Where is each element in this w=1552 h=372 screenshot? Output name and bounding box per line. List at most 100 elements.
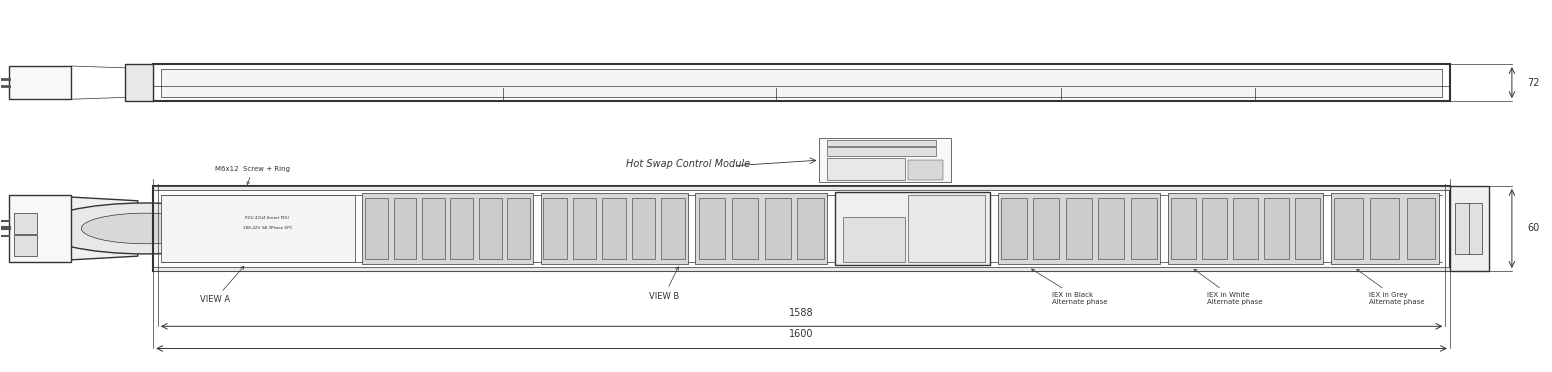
Circle shape (1299, 228, 1305, 229)
Circle shape (81, 213, 210, 244)
Circle shape (427, 228, 431, 229)
Circle shape (714, 228, 720, 229)
Bar (543, 198, 566, 259)
Bar (9, 195, 71, 262)
Circle shape (1248, 228, 1254, 229)
Text: IEX in Black
Alternate phase: IEX in Black Alternate phase (1032, 269, 1107, 305)
Circle shape (607, 228, 611, 229)
Circle shape (1175, 228, 1181, 229)
Bar (540, 193, 688, 264)
Circle shape (39, 203, 253, 254)
Circle shape (397, 228, 404, 229)
Circle shape (1038, 228, 1044, 229)
Bar (508, 198, 529, 259)
Circle shape (1279, 228, 1285, 229)
Circle shape (1071, 228, 1077, 229)
Bar (9, 66, 71, 99)
Text: M6x12  Screw + Ring: M6x12 Screw + Ring (216, 166, 290, 185)
Circle shape (464, 228, 469, 229)
Circle shape (548, 228, 554, 229)
Text: IEX in Grey
Alternate phase: IEX in Grey Alternate phase (1356, 269, 1425, 305)
Circle shape (435, 228, 441, 229)
Bar (573, 198, 596, 259)
Circle shape (1080, 228, 1088, 229)
Circle shape (813, 228, 819, 229)
Circle shape (666, 228, 670, 229)
Circle shape (1006, 228, 1012, 229)
Bar (908, 195, 986, 262)
Bar (661, 198, 684, 259)
Bar (827, 147, 936, 157)
Polygon shape (71, 197, 138, 260)
Bar (1454, 203, 1482, 254)
Circle shape (492, 228, 498, 229)
Bar (908, 160, 944, 180)
Bar (602, 198, 625, 259)
Circle shape (1103, 228, 1110, 229)
Bar (161, 68, 1442, 97)
Bar (154, 186, 1450, 271)
Bar (1370, 198, 1400, 259)
Circle shape (736, 228, 743, 229)
Bar (154, 64, 1450, 101)
Text: VIEW B: VIEW B (649, 267, 680, 301)
Circle shape (557, 228, 563, 229)
Circle shape (1206, 228, 1212, 229)
Circle shape (1375, 228, 1383, 229)
Circle shape (1113, 228, 1119, 229)
Text: 288-42V 5A 3Phase 6PC: 288-42V 5A 3Phase 6PC (242, 227, 292, 231)
Circle shape (369, 228, 374, 229)
Circle shape (770, 228, 776, 229)
Bar (1203, 198, 1226, 259)
Bar (14, 235, 37, 256)
Bar (731, 198, 757, 259)
Bar (1066, 198, 1093, 259)
Bar (480, 198, 501, 259)
Text: VIEW A: VIEW A (200, 266, 244, 304)
Circle shape (1350, 228, 1358, 229)
Circle shape (703, 228, 709, 229)
Bar (1001, 198, 1027, 259)
Circle shape (1387, 228, 1394, 229)
Bar (14, 213, 37, 234)
Text: Hot Swap Control Module: Hot Swap Control Module (625, 159, 750, 169)
Text: 72: 72 (1527, 78, 1540, 88)
Circle shape (869, 227, 878, 230)
Bar (365, 198, 388, 259)
Bar (450, 198, 473, 259)
Circle shape (577, 228, 584, 229)
Bar (154, 186, 1450, 190)
Circle shape (616, 228, 622, 229)
Bar (819, 138, 951, 182)
Circle shape (869, 212, 878, 215)
Bar (1172, 198, 1197, 259)
Circle shape (779, 228, 787, 229)
Bar (695, 193, 827, 264)
Circle shape (1017, 228, 1023, 229)
Circle shape (1136, 228, 1142, 229)
Bar (843, 217, 905, 262)
Text: IEX in White
Alternate phase: IEX in White Alternate phase (1193, 269, 1262, 305)
Circle shape (1339, 228, 1347, 229)
Bar (1330, 193, 1439, 264)
Circle shape (1268, 228, 1274, 229)
Circle shape (1186, 228, 1192, 229)
Circle shape (483, 228, 489, 229)
Bar (1169, 193, 1322, 264)
Circle shape (1423, 228, 1431, 229)
Circle shape (747, 228, 753, 229)
Circle shape (379, 228, 383, 229)
Circle shape (1237, 228, 1243, 229)
Bar (798, 198, 824, 259)
Bar (362, 193, 532, 264)
Circle shape (587, 228, 593, 229)
Bar (161, 195, 354, 262)
Circle shape (407, 228, 413, 229)
Bar (698, 198, 725, 259)
Text: 60: 60 (1527, 224, 1540, 234)
Bar (835, 192, 990, 265)
Bar (765, 198, 792, 259)
Bar (827, 140, 936, 147)
Circle shape (869, 242, 878, 244)
Bar (1450, 186, 1488, 271)
